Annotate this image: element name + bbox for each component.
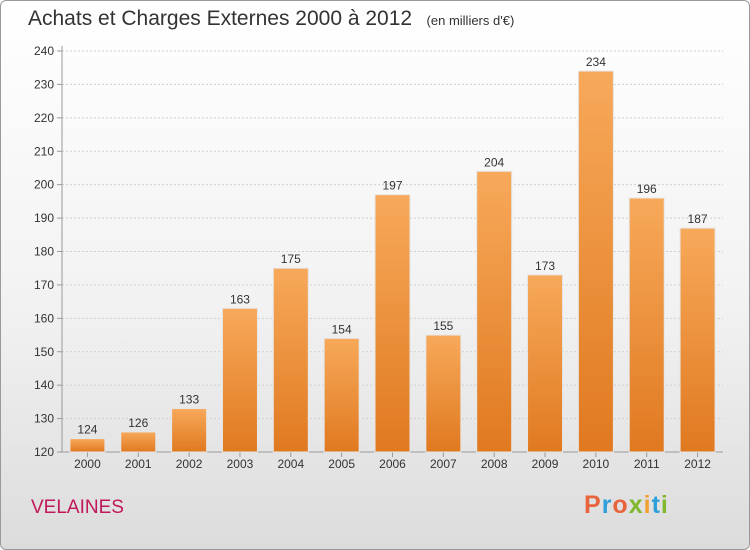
bar-2010[interactable]: [577, 70, 614, 453]
x-tick-label: 2005: [328, 457, 355, 471]
y-tick-label: 210: [34, 144, 54, 158]
bar-2004[interactable]: [272, 267, 309, 453]
proxiti-logo[interactable]: Proxiti: [584, 491, 669, 520]
bar-value-label: 173: [535, 259, 555, 273]
bar-2009[interactable]: [527, 274, 564, 453]
x-tick-label: 2004: [277, 457, 304, 471]
logo-letter: P: [584, 491, 602, 519]
y-tick-label: 140: [34, 378, 54, 392]
bar-value-label: 126: [128, 416, 148, 430]
x-tick-label: 2002: [176, 457, 203, 471]
y-tick-label: 220: [34, 111, 54, 125]
bar-value-label: 155: [433, 319, 453, 333]
x-tick-label: 2007: [430, 457, 457, 471]
bar-2003[interactable]: [221, 307, 258, 453]
bar-value-label: 154: [332, 322, 352, 336]
commune-name: VELAINES: [31, 497, 124, 518]
logo-letter: t: [651, 491, 661, 519]
y-tick-label: 170: [34, 278, 54, 292]
bar-value-label: 196: [637, 182, 657, 196]
bar-2008[interactable]: [476, 170, 513, 453]
bar-value-label: 234: [586, 55, 606, 69]
logo-letter: o: [612, 491, 629, 519]
x-tick-label: 2012: [684, 457, 711, 471]
bar-value-label: 175: [281, 252, 301, 266]
bar-value-label: 124: [77, 423, 97, 437]
bar-2001[interactable]: [120, 431, 157, 453]
logo-letter: i: [660, 491, 669, 519]
x-tick-label: 2008: [481, 457, 508, 471]
bar-2012[interactable]: [679, 227, 716, 453]
y-tick-label: 240: [34, 44, 54, 58]
x-tick-label: 2000: [74, 457, 101, 471]
y-tick-label: 150: [34, 345, 54, 359]
y-tick-label: 230: [34, 77, 54, 91]
logo-letter: r: [601, 491, 613, 519]
x-tick-label: 2010: [583, 457, 610, 471]
bars: [69, 70, 716, 453]
bar-2006[interactable]: [374, 194, 411, 453]
y-tick-label: 130: [34, 412, 54, 426]
x-tick-label: 2011: [634, 457, 660, 471]
labels: 120 130 140 150 160 170 180 190 200 210 220 230 240 1…: [34, 44, 711, 471]
bar-value-label: 204: [484, 155, 504, 169]
logo-letter: i: [643, 491, 652, 519]
bar-value-label: 187: [688, 212, 708, 226]
y-tick-label: 200: [34, 178, 54, 192]
y-tick-label: 190: [34, 211, 54, 225]
bar-2011[interactable]: [628, 197, 665, 453]
x-tick-label: 2006: [379, 457, 406, 471]
x-tick-label: 2009: [532, 457, 559, 471]
bar-value-label: 163: [230, 292, 250, 306]
bar-2002[interactable]: [171, 408, 208, 453]
y-tick-label: 120: [34, 445, 54, 459]
x-tick-label: 2003: [227, 457, 254, 471]
bar-value-label: 133: [179, 393, 199, 407]
unit-note: (en milliers d'€): [426, 13, 515, 28]
bar-value-label: 197: [382, 179, 402, 193]
bar-2007[interactable]: [425, 334, 462, 453]
x-tick-label: 2001: [125, 457, 152, 471]
chart-title-block: Achats et Charges Externes 2000 à 2012 (…: [28, 7, 514, 31]
chart-title: Achats et Charges Externes 2000 à 2012: [28, 7, 413, 30]
logo-letter: x: [628, 491, 644, 519]
y-tick-label: 160: [34, 311, 54, 325]
y-tick-label: 180: [34, 245, 54, 259]
bar-2000[interactable]: [69, 438, 106, 453]
bar-2005[interactable]: [323, 337, 360, 453]
